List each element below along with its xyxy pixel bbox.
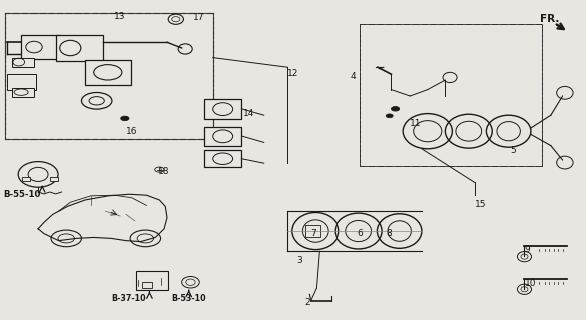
- Text: 4: 4: [350, 72, 356, 81]
- Text: 2: 2: [305, 298, 311, 307]
- Text: 12: 12: [287, 69, 298, 78]
- Text: 8: 8: [387, 229, 393, 238]
- Bar: [22, 177, 30, 181]
- Text: 16: 16: [126, 127, 138, 136]
- Ellipse shape: [386, 114, 393, 118]
- Bar: [204, 99, 241, 119]
- Bar: [12, 88, 34, 97]
- Bar: [136, 271, 168, 290]
- Text: B-55-10: B-55-10: [3, 190, 40, 199]
- Text: 3: 3: [296, 256, 302, 265]
- Bar: [204, 150, 241, 167]
- Bar: [12, 58, 34, 67]
- Bar: [142, 282, 152, 288]
- Ellipse shape: [155, 167, 164, 172]
- Text: 17: 17: [193, 13, 205, 22]
- Text: 11: 11: [410, 119, 422, 128]
- Bar: [360, 24, 542, 166]
- Text: 13: 13: [114, 12, 126, 20]
- Text: 15: 15: [475, 200, 486, 209]
- Text: B-53-10: B-53-10: [171, 294, 206, 303]
- Ellipse shape: [391, 107, 400, 111]
- Ellipse shape: [121, 116, 129, 121]
- Bar: [305, 225, 320, 237]
- Text: 9: 9: [524, 245, 530, 254]
- Text: FR.: FR.: [540, 14, 560, 24]
- Bar: [204, 127, 241, 146]
- Text: 6: 6: [357, 229, 363, 238]
- Bar: [85, 60, 131, 85]
- Bar: [50, 177, 58, 181]
- Text: B-37-10: B-37-10: [111, 294, 146, 303]
- Text: 5: 5: [510, 146, 516, 155]
- Bar: [56, 35, 103, 61]
- Text: 10: 10: [524, 279, 536, 288]
- Text: 18: 18: [158, 167, 170, 176]
- Text: 14: 14: [243, 109, 254, 118]
- Bar: [5, 13, 213, 139]
- Bar: [7, 74, 36, 90]
- Text: 7: 7: [311, 229, 316, 238]
- Bar: [21, 35, 60, 59]
